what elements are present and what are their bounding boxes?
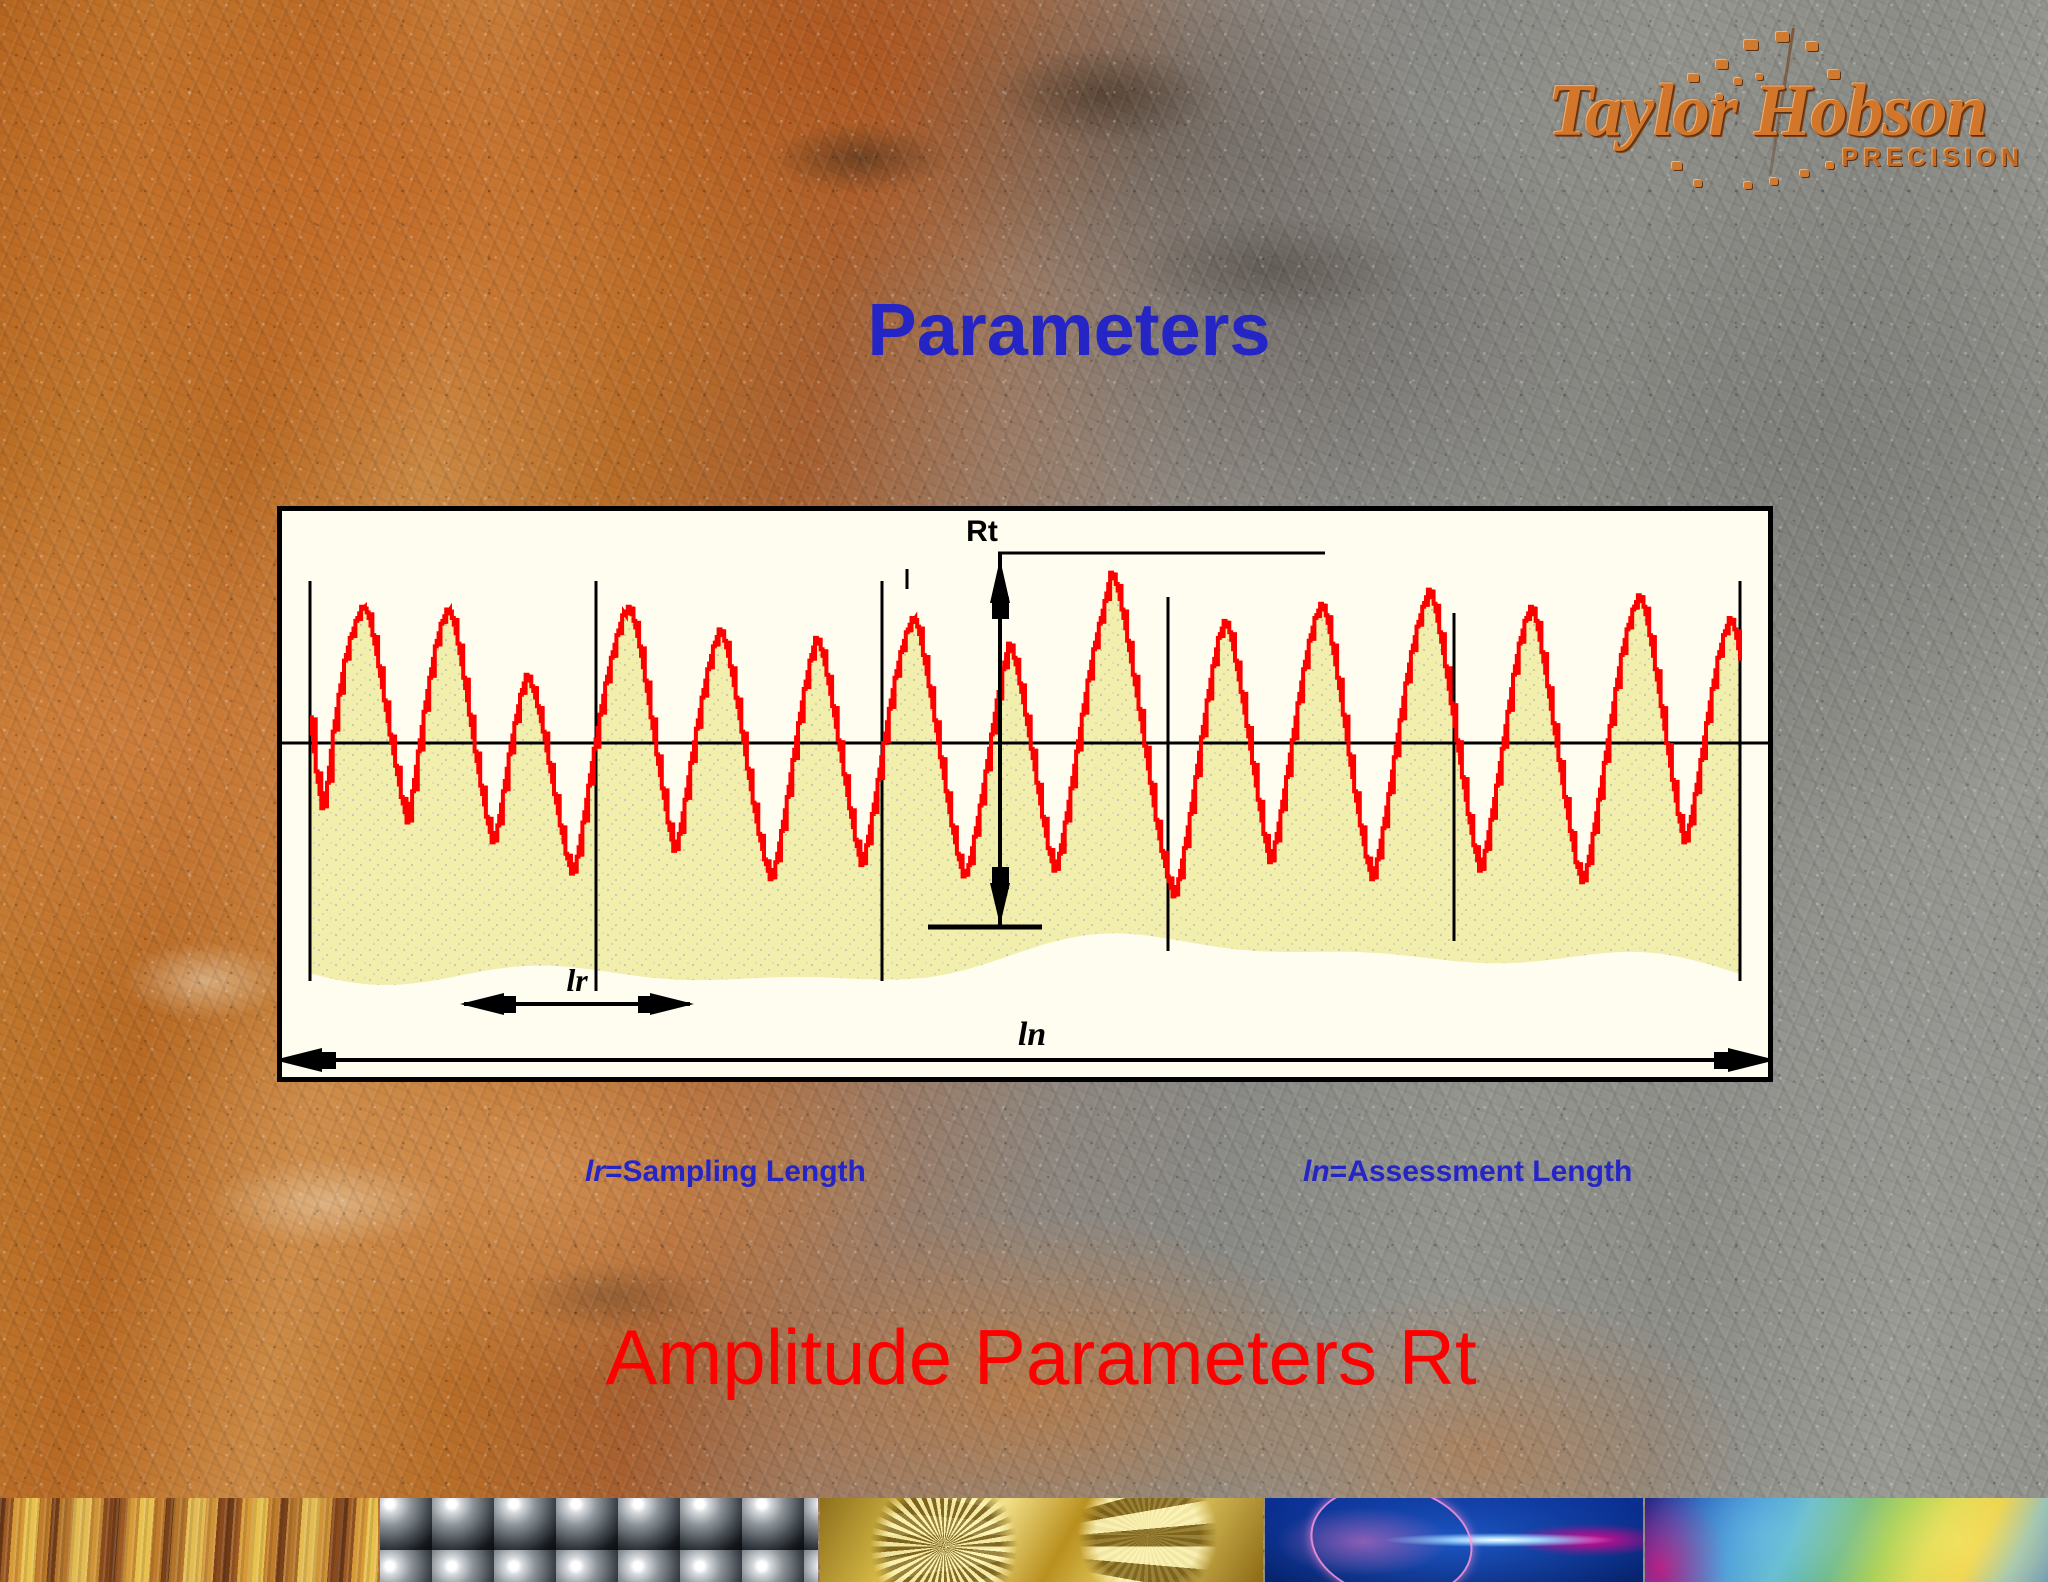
rainbow-swirl bbox=[1645, 1498, 2048, 1582]
filmstrip-panel-rainbow bbox=[1645, 1498, 2048, 1582]
lr-dimension: lr bbox=[460, 962, 694, 1015]
logo-tagline: PRECISION bbox=[1841, 144, 2024, 172]
logo-dot-icon bbox=[1770, 178, 1778, 185]
logo-dot-icon bbox=[1716, 60, 1728, 69]
logo-dot-icon bbox=[1756, 74, 1763, 80]
rt-arrow-up-stem bbox=[992, 597, 1009, 619]
ln-dimension: ln bbox=[282, 1016, 1768, 1072]
logo-dot-icon bbox=[1672, 162, 1682, 170]
logo-dot-icon bbox=[1826, 162, 1834, 169]
logo-dot-icon bbox=[1744, 182, 1752, 189]
ball-bearing-grid bbox=[380, 1498, 818, 1582]
filmstrip-panel-wood-grain bbox=[0, 1498, 378, 1582]
lr-arrow-right-stem bbox=[638, 996, 658, 1013]
ln-arrow-left-icon bbox=[282, 1048, 322, 1072]
laser-arc bbox=[1302, 1498, 1481, 1582]
roughness-profile-chart: Rt lr ln bbox=[277, 506, 1773, 1082]
logo-dot-icon bbox=[1806, 42, 1818, 51]
ln-arrow-right-stem bbox=[1714, 1052, 1736, 1069]
rt-arrow-down-icon bbox=[990, 883, 1010, 925]
filmstrip-panel-ball-bearings bbox=[380, 1498, 818, 1582]
profile-svg: Rt lr ln bbox=[282, 515, 1768, 1072]
logo-dot-icon bbox=[1734, 78, 1742, 85]
caption-assessment-length: ln=Assessment Length bbox=[1303, 1155, 1632, 1189]
logo-wordmark: Taylor Hobson bbox=[1548, 70, 1988, 152]
logo-dot-icon bbox=[1744, 40, 1758, 50]
ln-arrow-left-stem bbox=[314, 1052, 336, 1069]
slide-headline-text: Amplitude Parameters Rt bbox=[605, 1313, 1477, 1401]
filmstrip-panel-laser bbox=[1265, 1498, 1643, 1582]
gear-teeth bbox=[820, 1498, 1263, 1582]
rt-label: Rt bbox=[966, 515, 998, 548]
caption-sampling-length: lr=Sampling Length bbox=[585, 1155, 866, 1189]
profile-trace bbox=[309, 570, 1742, 899]
logo-dot-icon bbox=[1828, 70, 1840, 79]
laser-glow bbox=[1265, 1498, 1643, 1582]
ln-label: ln bbox=[1018, 1016, 1046, 1053]
lr-arrow-left-stem bbox=[496, 996, 516, 1013]
caption-lr-symbol: lr bbox=[585, 1155, 606, 1188]
caption-ln-text: =Assessment Length bbox=[1329, 1155, 1633, 1188]
ln-arrow-right-icon bbox=[1728, 1048, 1768, 1072]
page-title: Parameters bbox=[0, 287, 2048, 372]
rt-arrow-down-stem bbox=[992, 867, 1009, 889]
lr-arrow-left-icon bbox=[460, 993, 504, 1015]
rt-arrow-up-icon bbox=[990, 559, 1010, 603]
slide-headline: Amplitude Parameters Rt bbox=[0, 1312, 2048, 1403]
logo-dot-icon bbox=[1688, 74, 1699, 82]
rt-dimension: Rt bbox=[928, 515, 1325, 930]
wood-sheen bbox=[0, 1498, 378, 1582]
lr-arrow-right-icon bbox=[650, 993, 694, 1015]
footer-image-strip bbox=[0, 1498, 2048, 1582]
taylor-hobson-logo: Taylor Hobson PRECISION bbox=[1548, 22, 2028, 189]
filmstrip-panel-gears bbox=[820, 1498, 1263, 1582]
logo-dot-icon bbox=[1716, 94, 1723, 100]
lr-label: lr bbox=[566, 962, 588, 998]
caption-ln-symbol: ln bbox=[1303, 1155, 1330, 1188]
page-title-text: Parameters bbox=[867, 288, 1271, 371]
logo-dot-icon bbox=[1694, 180, 1702, 187]
logo-dot-icon bbox=[1776, 32, 1789, 42]
caption-lr-text: =Sampling Length bbox=[605, 1155, 866, 1188]
logo-dot-icon bbox=[1800, 170, 1809, 177]
profile-plot-area: Rt lr ln bbox=[282, 511, 1768, 1077]
